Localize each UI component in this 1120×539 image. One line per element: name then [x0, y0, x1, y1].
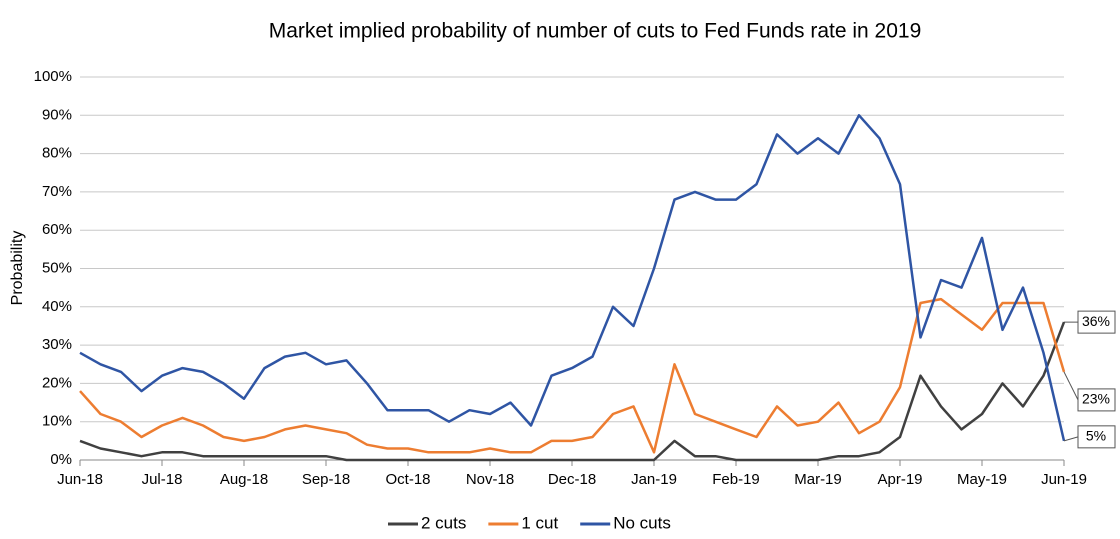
legend-label: 1 cut — [521, 513, 558, 532]
series-line — [79, 321, 1066, 462]
data-label: 36% — [1082, 313, 1110, 329]
legend-label: 2 cuts — [421, 513, 466, 532]
x-tick-label: Jun-18 — [57, 471, 103, 488]
legend-label: No cuts — [613, 513, 671, 532]
x-tick-label: Feb-19 — [712, 471, 760, 488]
y-tick-label: 80% — [42, 145, 72, 162]
y-tick-label: 0% — [50, 451, 72, 468]
y-axis-label: Probability — [9, 231, 26, 306]
series-line — [79, 297, 1066, 454]
y-tick-label: 40% — [42, 298, 72, 315]
y-tick-label: 100% — [34, 68, 72, 85]
x-tick-label: Oct-18 — [385, 471, 430, 488]
x-tick-label: Nov-18 — [466, 471, 514, 488]
x-tick-label: Jun-19 — [1041, 471, 1087, 488]
y-tick-label: 60% — [42, 221, 72, 238]
y-tick-label: 20% — [42, 374, 72, 391]
y-tick-label: 90% — [42, 106, 72, 123]
y-tick-label: 70% — [42, 183, 72, 200]
x-tick-label: Dec-18 — [548, 471, 596, 488]
x-tick-label: Mar-19 — [794, 471, 842, 488]
data-label: 5% — [1086, 428, 1106, 444]
x-tick-label: Jul-18 — [142, 471, 183, 488]
y-tick-label: 10% — [42, 413, 72, 430]
x-tick-label: Jan-19 — [631, 471, 677, 488]
y-tick-label: 30% — [42, 336, 72, 353]
label-box — [1077, 425, 1116, 449]
label-leader — [1063, 371, 1079, 401]
label-box — [1077, 310, 1116, 334]
x-tick-label: Aug-18 — [220, 471, 268, 488]
series-line — [79, 114, 1066, 442]
chart-title: Market implied probability of number of … — [269, 20, 922, 43]
x-tick-label: Apr-19 — [877, 471, 922, 488]
label-leader — [1063, 436, 1079, 442]
label-box — [1077, 388, 1116, 412]
data-label: 23% — [1082, 391, 1110, 407]
x-tick-label: Sep-18 — [302, 471, 350, 488]
x-tick-label: May-19 — [957, 471, 1007, 488]
y-tick-label: 50% — [42, 259, 72, 276]
